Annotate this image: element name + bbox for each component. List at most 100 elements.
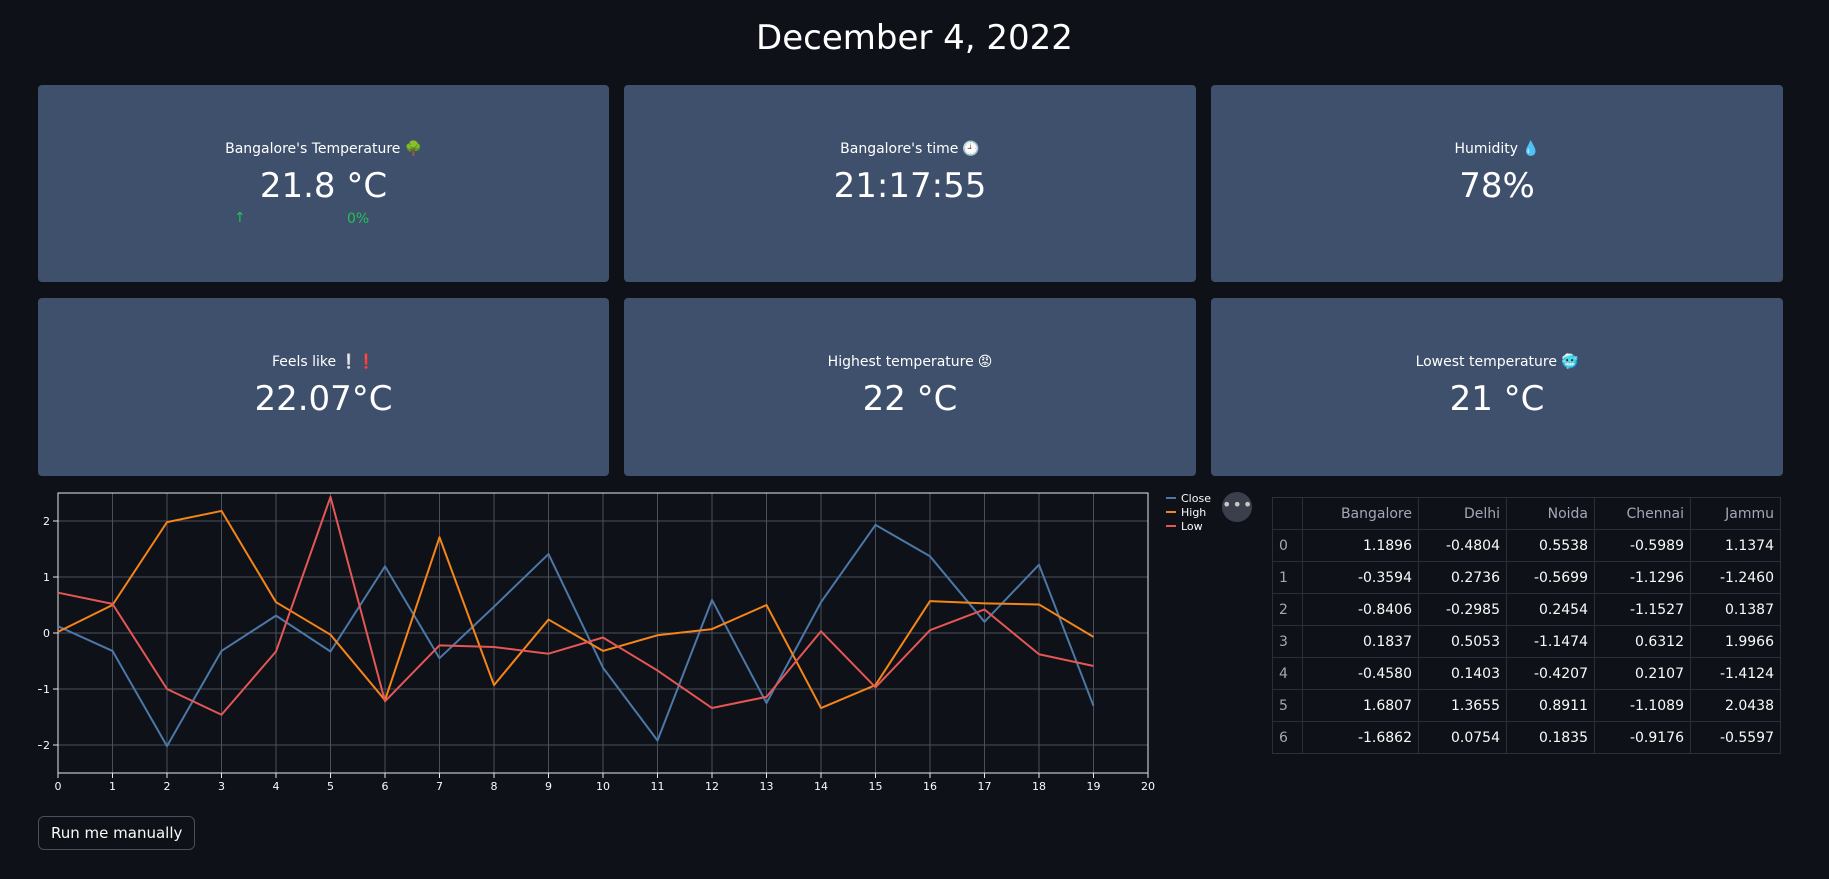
x-tick-label: 9 xyxy=(545,780,552,793)
table-cell[interactable]: -1.4124 xyxy=(1690,657,1781,690)
table-cell[interactable]: -0.4207 xyxy=(1506,657,1595,690)
table-column-header[interactable]: Bangalore xyxy=(1302,497,1419,530)
table-cell[interactable]: -1.1089 xyxy=(1594,689,1691,722)
droplet-icon: 💧 xyxy=(1522,141,1540,157)
x-tick-label: 18 xyxy=(1032,780,1046,793)
table-cell[interactable]: -1.6862 xyxy=(1302,721,1419,754)
x-tick-label: 1 xyxy=(109,780,116,793)
line-chart[interactable]: 0 1 2 3 4 5 6 7 8 9 10 11 12 13 14 15 16 17 18 19 20 2 1 0 −1 −2 C… xyxy=(34,490,1223,795)
angry-face-icon: 😡 xyxy=(977,354,993,370)
table-row: 6 -1.6862 0.0754 0.1835 -0.9176 -0.5597 xyxy=(1272,721,1781,754)
table-row: 2 -0.8406 -0.2985 0.2454 -1.1527 0.1387 xyxy=(1272,593,1781,626)
x-tick-label: 5 xyxy=(327,780,334,793)
table-cell[interactable]: -0.5699 xyxy=(1506,561,1595,594)
table-row: 5 1.6807 1.3655 0.8911 -1.1089 2.0438 xyxy=(1272,689,1781,722)
x-tick-label: 12 xyxy=(705,780,719,793)
table-column-header[interactable]: Noida xyxy=(1506,497,1595,530)
y-tick-label: −2 xyxy=(38,739,50,752)
metric-card-temperature: Bangalore's Temperature 🌳 21.8 °C ↑ 0% xyxy=(38,85,609,282)
table-cell[interactable]: 1.6807 xyxy=(1302,689,1419,722)
table-cell[interactable]: -1.2460 xyxy=(1690,561,1781,594)
metric-label: Bangalore's time 🕘 xyxy=(840,141,980,157)
table-cell[interactable]: -1.1527 xyxy=(1594,593,1691,626)
metric-value: 21:17:55 xyxy=(833,166,987,206)
table-cell[interactable]: 0.2107 xyxy=(1594,657,1691,690)
exclamation-icon: ❕❗ xyxy=(340,354,376,370)
table-column-header[interactable]: Jammu xyxy=(1690,497,1781,530)
table-cell[interactable]: 1.9966 xyxy=(1690,625,1781,658)
table-cell[interactable]: -0.5989 xyxy=(1594,529,1691,562)
table-row-index[interactable]: 5 xyxy=(1272,689,1303,722)
x-tick-label: 16 xyxy=(923,780,937,793)
metric-card-humidity: Humidity 💧 78% xyxy=(1211,85,1783,282)
table-row: 4 -0.4580 0.1403 -0.4207 0.2107 -1.4124 xyxy=(1272,657,1781,690)
table-column-header[interactable]: Delhi xyxy=(1418,497,1507,530)
table-cell[interactable]: 0.1387 xyxy=(1690,593,1781,626)
table-cell[interactable]: 0.1403 xyxy=(1418,657,1507,690)
table-cell[interactable]: 1.1896 xyxy=(1302,529,1419,562)
metric-card-time: Bangalore's time 🕘 21:17:55 xyxy=(624,85,1196,282)
legend-label: High xyxy=(1181,506,1206,519)
table-cell[interactable]: 0.2454 xyxy=(1506,593,1595,626)
table-row-index[interactable]: 6 xyxy=(1272,721,1303,754)
table-cell[interactable]: 0.2736 xyxy=(1418,561,1507,594)
series-line-high xyxy=(57,509,1095,710)
table-cell[interactable]: 0.1835 xyxy=(1506,721,1595,754)
table-cell[interactable]: 0.5053 xyxy=(1418,625,1507,658)
y-tick-label: 1 xyxy=(43,571,50,584)
ellipsis-icon: ••• xyxy=(1222,495,1254,514)
table-cell[interactable]: -0.4804 xyxy=(1418,529,1507,562)
x-tick-label: 17 xyxy=(978,780,992,793)
x-tick-label: 14 xyxy=(814,780,828,793)
series-line-close xyxy=(57,523,1095,748)
table-row-index[interactable]: 2 xyxy=(1272,593,1303,626)
y-tick-label: 2 xyxy=(43,515,50,528)
table-row: 1 -0.3594 0.2736 -0.5699 -1.1296 -1.2460 xyxy=(1272,561,1781,594)
table-cell[interactable]: 0.0754 xyxy=(1418,721,1507,754)
metric-value: 21.8 °C xyxy=(259,166,388,206)
y-tick-label: −1 xyxy=(38,683,50,696)
table-cell[interactable]: 1.1374 xyxy=(1690,529,1781,562)
page-title: December 4, 2022 xyxy=(756,18,1073,58)
delta-up-arrow-icon: ↑ xyxy=(234,210,246,226)
table-row-index[interactable]: 3 xyxy=(1272,625,1303,658)
clock-icon: 🕘 xyxy=(962,141,980,157)
data-table[interactable]: Bangalore Delhi Noida Chennai Jammu 0 1.1896-… xyxy=(1272,497,1781,754)
table-row: 3 0.1837 0.5053 -1.1474 0.6312 1.9966 xyxy=(1272,625,1781,658)
metric-value: 78% xyxy=(1459,166,1535,206)
table-row-index[interactable]: 4 xyxy=(1272,657,1303,690)
table-cell[interactable]: 0.6312 xyxy=(1594,625,1691,658)
table-cell[interactable]: -0.9176 xyxy=(1594,721,1691,754)
table-cell[interactable]: 0.8911 xyxy=(1506,689,1595,722)
metric-value: 21 °C xyxy=(1449,379,1545,419)
table-cell[interactable]: -1.1296 xyxy=(1594,561,1691,594)
table-cell[interactable]: 2.0438 xyxy=(1690,689,1781,722)
x-tick-label: 7 xyxy=(436,780,443,793)
table-cell[interactable]: -0.5597 xyxy=(1690,721,1781,754)
table-cell[interactable]: 0.5538 xyxy=(1506,529,1595,562)
metric-label: Highest temperature 😡 xyxy=(827,354,993,370)
table-cell[interactable]: -0.4580 xyxy=(1302,657,1419,690)
tree-icon: 🌳 xyxy=(404,141,422,157)
x-tick-label: 19 xyxy=(1087,780,1101,793)
metric-value: 22.07°C xyxy=(254,379,393,419)
table-cell[interactable]: 0.1837 xyxy=(1302,625,1419,658)
table-cell[interactable]: -0.8406 xyxy=(1302,593,1419,626)
series-line-low xyxy=(57,495,1094,716)
table-row-index[interactable]: 0 xyxy=(1272,529,1303,562)
chart-more-options-button[interactable]: ••• xyxy=(1222,492,1252,522)
legend-label: Close xyxy=(1181,492,1211,505)
metric-card-feels-like: Feels like ❕❗ 22.07°C xyxy=(38,298,609,476)
table-cell[interactable]: -0.2985 xyxy=(1418,593,1507,626)
cold-face-icon: 🥶 xyxy=(1560,354,1579,370)
metric-label: Bangalore's Temperature 🌳 xyxy=(225,141,422,157)
run-manually-button[interactable]: Run me manually xyxy=(38,816,196,850)
table-column-header[interactable]: Chennai xyxy=(1594,497,1691,530)
table-cell[interactable]: -1.1474 xyxy=(1506,625,1595,658)
table-cell[interactable]: 1.3655 xyxy=(1418,689,1507,722)
table-index-header[interactable] xyxy=(1272,497,1303,530)
table-row-index[interactable]: 1 xyxy=(1272,561,1303,594)
metric-value: 22 °C xyxy=(862,379,958,419)
metric-card-lowest: Lowest temperature 🥶 21 °C xyxy=(1211,298,1783,476)
table-cell[interactable]: -0.3594 xyxy=(1302,561,1419,594)
